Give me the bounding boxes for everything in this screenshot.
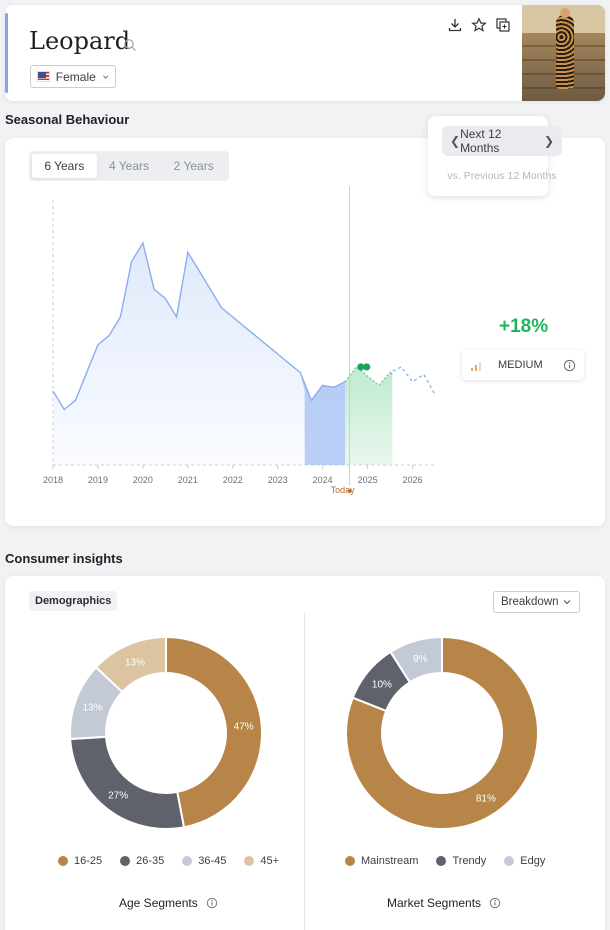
age-segments-donut: 47% 27% 13% 13%	[69, 635, 263, 830]
donut-slice-16-25	[165, 635, 263, 829]
download-icon[interactable]	[447, 17, 463, 33]
legend-item: 36-45	[182, 855, 226, 867]
seasonal-section-title: Seasonal Behaviour	[5, 112, 130, 127]
chevron-down-icon	[102, 75, 108, 79]
age-legend: 16-25 26-35 36-45 45+	[58, 855, 279, 867]
legend-label: Trendy	[452, 855, 487, 867]
legend-swatch	[244, 856, 255, 866]
legend-item: Mainstream	[345, 855, 418, 867]
legend-item: 26-35	[120, 855, 164, 867]
x-tick-label: 2023	[268, 475, 288, 485]
market-segments-title: Market Segments	[387, 896, 501, 910]
market-legend: Mainstream Trendy Edgy	[345, 855, 545, 867]
add-to-board-icon[interactable]	[495, 17, 511, 33]
period-comparison: vs. Previous 12 Months	[447, 170, 557, 182]
legend-swatch	[120, 856, 131, 866]
x-tick-label: 2021	[178, 475, 198, 485]
legend-item: Trendy	[436, 855, 486, 867]
legend-item: 45+	[244, 855, 279, 867]
today-label: Today	[331, 485, 356, 495]
consumer-section-title: Consumer insights	[5, 551, 123, 566]
legend-label: 26-35	[136, 855, 165, 867]
growth-value: +18%	[499, 316, 549, 337]
x-tick-label: 2025	[358, 475, 378, 485]
legend-swatch	[182, 856, 193, 866]
legend-label: Edgy	[520, 855, 546, 867]
signal-bars-icon	[471, 362, 481, 371]
x-tick-label: 2018	[43, 475, 63, 485]
seasonal-trend-chart: Today 2018 2019 2020 2021 2022 2023 2024 2025 202…	[43, 186, 436, 495]
x-tick-label: 2026	[403, 475, 423, 485]
x-tick-label: 2019	[88, 475, 108, 485]
year-range-tabs: 6 Years 4 Years 2 Years	[29, 151, 229, 181]
info-icon[interactable]	[489, 897, 501, 909]
tab-4-years[interactable]: 4 Years	[108, 159, 150, 173]
today-marker	[347, 489, 352, 493]
info-icon[interactable]	[563, 359, 576, 372]
period-label: Next 12 Months	[460, 127, 502, 155]
info-icon[interactable]	[206, 897, 218, 909]
donut-slice-edgy	[389, 635, 443, 684]
age-segments-title: Age Segments	[119, 896, 218, 910]
donut-slice-mainstream	[345, 635, 539, 830]
history-line	[52, 241, 346, 411]
period-selector: ❮ Next 12 Months ❯ vs. Previous 12 Month…	[428, 116, 562, 196]
market-segments-label: Market Segments	[387, 896, 482, 910]
donut-value-label: 47%	[234, 722, 254, 733]
legend-swatch	[436, 856, 447, 866]
forecast-area	[345, 366, 393, 465]
seasonal-card: 6 Years 4 Years 2 Years Today 2018 2019 202…	[5, 138, 605, 526]
us-flag-icon	[37, 71, 50, 82]
donut-slice-45-	[94, 635, 167, 694]
legend-label: 36-45	[198, 855, 227, 867]
tab-6-years[interactable]: 6 Years	[32, 154, 97, 178]
column-divider	[304, 612, 305, 930]
donut-slice-26-35	[69, 735, 186, 830]
gender-select[interactable]: Female	[30, 65, 116, 88]
forecast-peak-dot	[363, 363, 371, 371]
legend-label: 16-25	[74, 855, 103, 867]
demographics-tag: Demographics	[29, 591, 118, 611]
chevron-down-icon	[563, 600, 571, 605]
x-tick-label: 2022	[223, 475, 243, 485]
donut-value-label: 10%	[372, 679, 392, 690]
breakdown-select[interactable]: Breakdown	[493, 591, 580, 613]
previous-12-months-area	[300, 372, 346, 465]
legend-swatch	[345, 856, 355, 866]
level-label: MEDIUM	[498, 359, 543, 371]
history-area	[53, 243, 346, 465]
trend-title: Leopard	[29, 27, 131, 55]
forecast-dashed-line	[388, 366, 436, 396]
legend-label: Mainstream	[361, 855, 419, 867]
forecast-peak-dot	[357, 363, 365, 371]
legend-swatch	[58, 856, 68, 866]
consumer-insights-card: Demographics Breakdown 47% 27% 13% 13% 81% 1…	[5, 576, 605, 930]
legend-item: Edgy	[504, 855, 545, 867]
age-segments-label: Age Segments	[119, 896, 198, 910]
donut-value-label: 27%	[108, 791, 128, 802]
trend-level-badge: MEDIUM	[462, 350, 584, 380]
chevron-left-icon[interactable]: ❮	[450, 134, 461, 148]
donut-value-label: 9%	[413, 654, 428, 665]
donut-value-label: 81%	[476, 794, 496, 805]
period-nav: ❮ Next 12 Months ❯	[442, 126, 562, 156]
trend-header-card: Leopard Female	[5, 5, 605, 101]
star-icon[interactable]	[471, 17, 487, 33]
legend-swatch	[504, 856, 515, 866]
breakdown-label: Breakdown	[501, 596, 559, 608]
donut-value-label: 13%	[125, 657, 145, 668]
trend-photo	[522, 5, 605, 101]
donut-value-label: 13%	[83, 703, 103, 714]
market-segments-donut: 81% 10% 9%	[345, 635, 539, 830]
x-tick-label: 2020	[133, 475, 153, 485]
x-tick-label: 2024	[313, 475, 333, 485]
search-icon[interactable]	[123, 38, 137, 52]
chevron-right-icon[interactable]: ❯	[543, 134, 554, 148]
tab-2-years[interactable]: 2 Years	[173, 159, 214, 173]
gender-label: Female	[55, 69, 96, 84]
legend-label: 45+	[260, 855, 280, 867]
accent-bar	[5, 13, 8, 93]
legend-item: 16-25	[58, 855, 102, 867]
